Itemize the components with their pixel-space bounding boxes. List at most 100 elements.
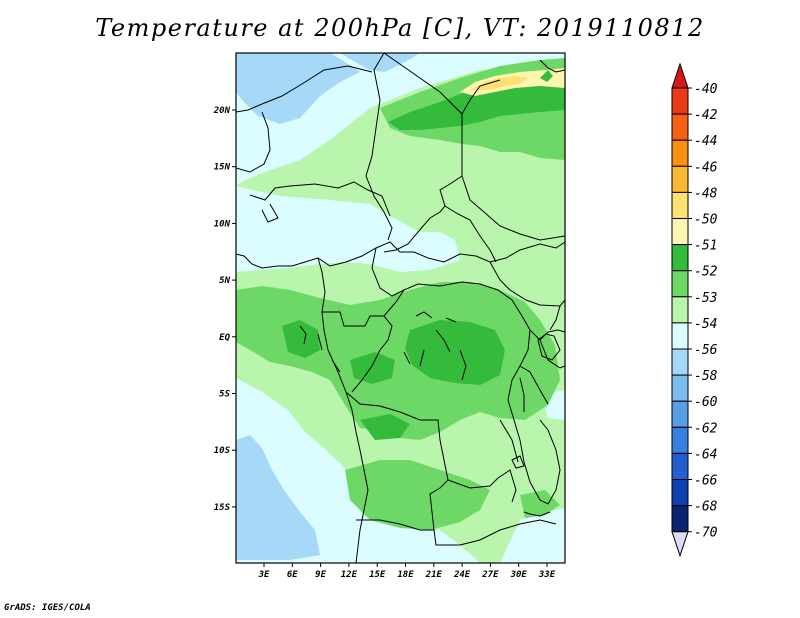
- border: [261, 203, 279, 223]
- border: [322, 311, 393, 393]
- border: [539, 59, 565, 73]
- colorbar: -40 -42 -44 -46 -48 -50 -51 -52 -53 -54 -56 -58 -60 -…: [671, 62, 718, 558]
- field-band-neg51-52: [350, 352, 395, 384]
- field-band-neg48-50: [470, 76, 528, 90]
- lon-tick-label: 15E: [369, 570, 386, 580]
- border: [549, 305, 561, 331]
- colorbar-label: -48: [694, 186, 718, 201]
- border: [519, 377, 525, 412]
- colorbar-swatch: [671, 87, 689, 115]
- colorbar-swatch: [671, 270, 689, 298]
- colorbar-label: -60: [694, 395, 718, 410]
- colorbar-swatch: [671, 426, 689, 454]
- lon-tick-label: 21E: [425, 570, 443, 580]
- colorbar-swatch: [671, 113, 689, 141]
- colorbar-label: -68: [694, 500, 718, 515]
- border: [447, 469, 517, 503]
- colorbar-label: -42: [694, 108, 718, 123]
- colorbar-label: -64: [694, 447, 717, 462]
- lat-tick-label: 10N: [214, 219, 231, 229]
- lat-tick-label: 15N: [214, 163, 231, 173]
- river: [299, 325, 341, 373]
- border: [383, 289, 405, 317]
- colorbar-over-arrow: [671, 62, 689, 89]
- lat-tick-label: 5S: [219, 390, 230, 400]
- border: [356, 519, 557, 546]
- colorbar-swatch: [671, 322, 689, 350]
- field-band-neg52-53: [236, 282, 560, 440]
- field-band-neg56-58: [236, 435, 320, 560]
- lake: [537, 333, 561, 361]
- lon-tick-label: 3E: [258, 570, 270, 580]
- lat-tick-label: 5N: [219, 276, 230, 286]
- lat-tick-label: 15S: [214, 503, 231, 513]
- colorbar-label: -50: [694, 213, 718, 228]
- border: [444, 205, 497, 263]
- colorbar-label: -46: [694, 160, 718, 175]
- field-band-neg54-56: [236, 186, 460, 272]
- lake: [523, 511, 551, 517]
- lon-tick-label: 12E: [341, 570, 358, 580]
- border: [371, 247, 531, 441]
- field-band-neg52-53: [520, 490, 560, 518]
- lon-tick-label: 6E: [287, 570, 298, 580]
- colorbar-label: -54: [694, 317, 717, 332]
- longitude-axis: 3E 6E 9E 12E 15E 18E 21E 24E 27E 30E 33E: [258, 563, 556, 580]
- country-borders: [236, 53, 565, 563]
- lon-tick-label: 18E: [397, 570, 414, 580]
- colorbar-label: -62: [694, 421, 718, 436]
- colorbar-label: -52: [694, 265, 718, 280]
- border: [461, 79, 501, 115]
- colorbar-swatch: [671, 139, 689, 167]
- border: [519, 419, 561, 505]
- map-title: Temperature at 200hPa [C], VT: 201911081…: [95, 14, 705, 42]
- border: [236, 111, 271, 173]
- colorbar-swatch: [671, 244, 689, 272]
- river: [403, 311, 467, 381]
- lat-tick-label: EQ: [219, 333, 230, 343]
- lake: [511, 455, 525, 469]
- field-band-neg51-52: [405, 320, 505, 385]
- border: [519, 365, 549, 405]
- field-band-neg56-58: [340, 53, 420, 72]
- colorbar-swatch: [671, 400, 689, 428]
- temperature-field: [236, 53, 565, 563]
- field-band-neg51-52: [540, 70, 553, 82]
- footer-credit: GrADS: IGES/COLA: [4, 603, 91, 613]
- lat-tick-label: 20N: [213, 106, 231, 116]
- colorbar-swatch: [671, 191, 689, 219]
- colorbar-label: -40: [694, 82, 718, 97]
- border: [317, 241, 565, 267]
- lat-tick-label: 10S: [214, 446, 231, 456]
- lon-tick-label: 27E: [481, 570, 499, 580]
- field-band-neg51-52: [282, 320, 320, 358]
- lon-tick-label: 33E: [538, 570, 556, 580]
- border: [236, 65, 373, 113]
- border: [499, 419, 519, 463]
- colorbar-label: -66: [694, 474, 718, 489]
- colorbar-swatch: [671, 296, 689, 324]
- colorbar-swatch: [671, 218, 689, 246]
- colorbar-label: -56: [694, 343, 718, 358]
- colorbar-label: -51: [694, 239, 717, 254]
- colorbar-under-arrow: [671, 531, 689, 558]
- map-frame: [235, 52, 566, 564]
- colorbar-label: -58: [694, 369, 718, 384]
- field-band-neg56-58: [236, 53, 360, 124]
- colorbar-swatch: [671, 165, 689, 193]
- field-band-neg52-53: [345, 460, 490, 530]
- lon-tick-label: 30E: [510, 570, 528, 580]
- border: [461, 175, 565, 241]
- colorbar-swatch: [671, 452, 689, 480]
- field-band-neg51-52: [360, 414, 410, 440]
- colorbar-label: -53: [694, 291, 717, 306]
- colorbar-swatch: [671, 374, 689, 402]
- colorbar-swatch: [671, 348, 689, 376]
- lon-tick-label: 24E: [453, 570, 471, 580]
- coastline-west: [236, 253, 369, 563]
- border: [249, 181, 391, 217]
- colorbar-swatch: [671, 505, 689, 533]
- latitude-axis: 20N 15N 10N 5N EQ 5S 10S 15S: [213, 106, 236, 513]
- border: [345, 391, 449, 531]
